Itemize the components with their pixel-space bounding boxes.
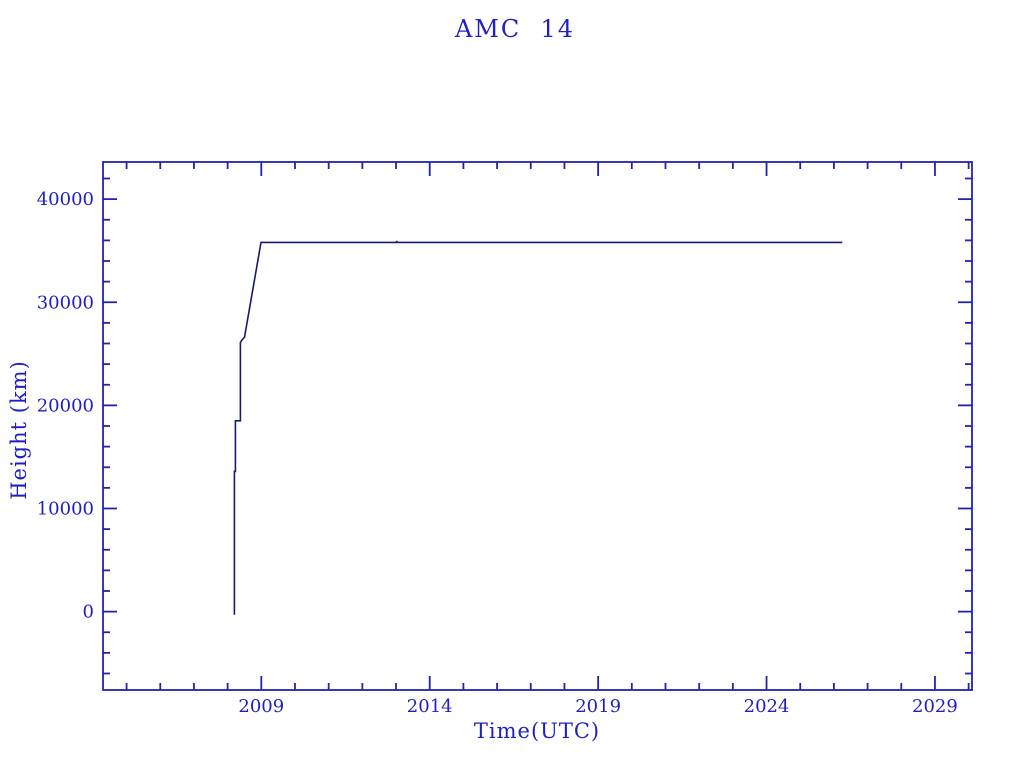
height-curve [233, 240, 843, 615]
x-axis-label: Time(UTC) [473, 719, 601, 743]
y-tick-label: 20000 [37, 395, 94, 416]
y-tick-label: 10000 [37, 499, 94, 520]
chart-title: AMC 14 [454, 15, 576, 43]
x-tick-label: 2009 [238, 696, 284, 717]
x-tick-label: 2024 [744, 696, 790, 717]
x-tick-label: 2014 [407, 696, 453, 717]
x-tick-label: 2029 [912, 696, 958, 717]
y-axis-label: Height (km) [7, 360, 31, 500]
x-tick-label: 2019 [575, 696, 621, 717]
axis-box [102, 161, 973, 691]
y-tick-label: 30000 [37, 292, 94, 313]
y-tick-label: 0 [83, 602, 94, 623]
y-tick-label: 40000 [37, 189, 94, 210]
